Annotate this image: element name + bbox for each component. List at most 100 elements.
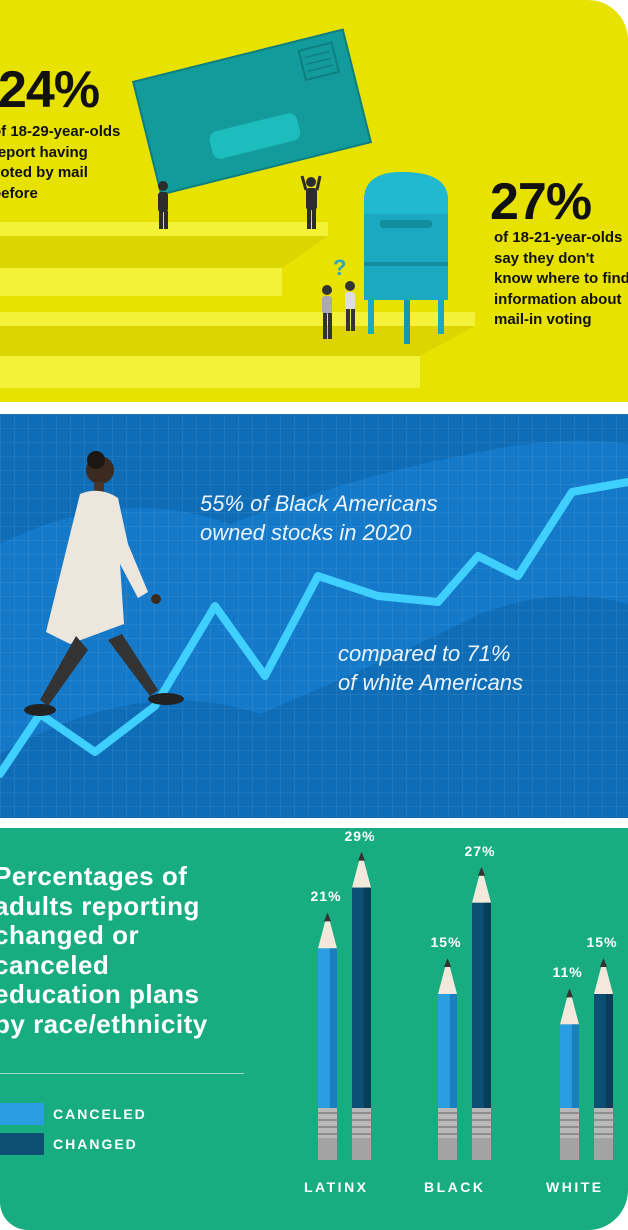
stock-trend-line — [0, 478, 628, 778]
legend-label-canceled: CANCELED — [53, 1106, 147, 1122]
pencil-ferrule — [472, 1108, 491, 1138]
pencil-ferrule-band — [472, 1126, 491, 1128]
stat-24-line: report having — [0, 143, 88, 161]
pencil-ferrule-band — [594, 1133, 613, 1135]
pencil-lead — [566, 988, 573, 998]
pencil-tip — [560, 988, 579, 1025]
pencil-ferrule-band — [318, 1133, 337, 1135]
stock-text-line-3: compared to 71% — [338, 641, 511, 666]
stat-27-line: know where to find — [494, 270, 628, 287]
pencil-ferrule-band — [560, 1112, 579, 1114]
stock-illustration — [0, 414, 628, 818]
stat-27-line: of 18-21-year-olds — [494, 229, 623, 246]
pencil-body-shade — [329, 948, 337, 1108]
person-confused — [322, 285, 332, 339]
chart-title-line: canceled — [0, 949, 110, 980]
pencil-bar-canceled-black — [438, 958, 457, 1160]
chart-title-line: by race/ethnicity — [0, 1008, 208, 1039]
value-label-canceled-latinx: 21% — [310, 888, 342, 905]
stat-24-percent: 24% — [0, 61, 100, 119]
pencil-bar-changed-white — [594, 958, 613, 1160]
pencil-body-shade — [449, 994, 457, 1108]
pencil-tip — [318, 912, 337, 949]
pencil-lead — [324, 912, 331, 922]
vote-by-mail-panel: ? 24% of 18-29-year-olds report having v… — [0, 0, 628, 402]
pencil-tip — [352, 851, 371, 888]
pencil-ferrule — [560, 1108, 579, 1138]
pencil-bar-chart — [318, 851, 613, 1160]
education-plans-panel: Percentages of adults reporting changed … — [0, 828, 628, 1230]
pencil-eraser — [560, 1138, 579, 1160]
pencil-ferrule-band — [352, 1133, 371, 1135]
value-label-canceled-black: 15% — [430, 934, 462, 950]
value-label-changed-white: 15% — [586, 934, 618, 950]
pencil-bar-canceled-latinx — [318, 912, 337, 1160]
pencil-body-shade — [605, 994, 613, 1108]
pencil-ferrule-band — [318, 1126, 337, 1128]
stat-27-clip: of 18-21-year-olds say they don't know w… — [494, 228, 628, 338]
pencil-ferrule — [594, 1108, 613, 1138]
stat-24-description: of 18-29-year-olds report having voted b… — [0, 122, 120, 204]
pencil-ferrule-band — [594, 1112, 613, 1114]
legend-divider — [0, 1073, 244, 1074]
pencil-bar-changed-black — [472, 866, 491, 1160]
pencil-lead — [600, 958, 607, 967]
mailbox-illustration — [364, 172, 448, 344]
chart-title-line: Percentages of — [0, 861, 188, 891]
pencil-bar-changed-latinx — [352, 851, 371, 1160]
pencil-eraser — [318, 1138, 337, 1160]
envelope-illustration — [131, 28, 373, 196]
pencil-eraser — [472, 1138, 491, 1160]
pencil-lead — [478, 866, 485, 876]
stat-24-line: voted by mail — [0, 164, 88, 181]
pencil-ferrule-band — [594, 1126, 613, 1128]
stock-ownership-panel: 55% of Black Americans owned stocks in 2… — [0, 414, 628, 818]
legend-swatch-changed — [0, 1133, 44, 1155]
walking-woman-illustration — [24, 451, 184, 716]
pencil-ferrule-band — [352, 1112, 371, 1114]
pencil-ferrule-band — [318, 1112, 337, 1114]
category-label-latinx: LATINX — [304, 1179, 369, 1195]
value-label-canceled-white: 11% — [552, 964, 583, 981]
stock-text-line-1: 55% of Black Americans — [200, 491, 438, 516]
pencil-ferrule-band — [560, 1126, 579, 1128]
pencil-ferrule-band — [438, 1133, 457, 1135]
pencil-tip — [472, 866, 491, 903]
stair-platforms — [0, 222, 475, 388]
pencil-ferrule — [438, 1108, 457, 1138]
pencil-ferrule — [318, 1108, 337, 1138]
person-carrying-right — [300, 175, 322, 229]
stat-27-line: say they don't — [494, 249, 595, 267]
chart-title-line: changed or — [0, 920, 140, 950]
pencil-ferrule-band — [560, 1119, 579, 1121]
legend-label-changed: CHANGED — [53, 1136, 138, 1152]
chart-title-line: adults reporting — [0, 890, 200, 921]
stat-27-description: of 18-21-year-olds say they don't know w… — [494, 228, 628, 331]
pencil-ferrule-band — [472, 1112, 491, 1114]
value-label-changed-black: 27% — [464, 842, 496, 859]
chart-title-line: education plans — [0, 979, 200, 1009]
pencil-ferrule-band — [438, 1119, 457, 1121]
pencil-lead — [358, 851, 365, 861]
pencil-ferrule — [352, 1108, 371, 1138]
stat-24-line: of 18-29-year-olds — [0, 123, 121, 140]
pencil-tip — [594, 958, 613, 994]
pencil-eraser — [594, 1138, 613, 1160]
question-mark: ? — [333, 255, 347, 280]
pencil-ferrule-band — [472, 1133, 491, 1135]
vote-illustration — [0, 28, 475, 388]
stat-27-line: information about — [494, 290, 622, 308]
pencil-body-shade — [483, 902, 491, 1108]
stat-27-percent: 27% — [490, 173, 592, 231]
pencil-ferrule-band — [594, 1119, 613, 1121]
stat-24-line: before — [0, 184, 38, 202]
pencil-ferrule-band — [318, 1119, 337, 1121]
category-label-black: BLACK — [424, 1179, 486, 1195]
chart-title: Percentages of adults reporting changed … — [0, 861, 208, 1039]
legend-swatch-canceled — [0, 1103, 44, 1125]
category-label-white: WHITE — [546, 1179, 604, 1195]
pencil-tip — [438, 958, 457, 994]
pencil-ferrule-band — [472, 1119, 491, 1121]
pencil-ferrule-band — [352, 1126, 371, 1128]
pencil-ferrule-band — [438, 1112, 457, 1114]
